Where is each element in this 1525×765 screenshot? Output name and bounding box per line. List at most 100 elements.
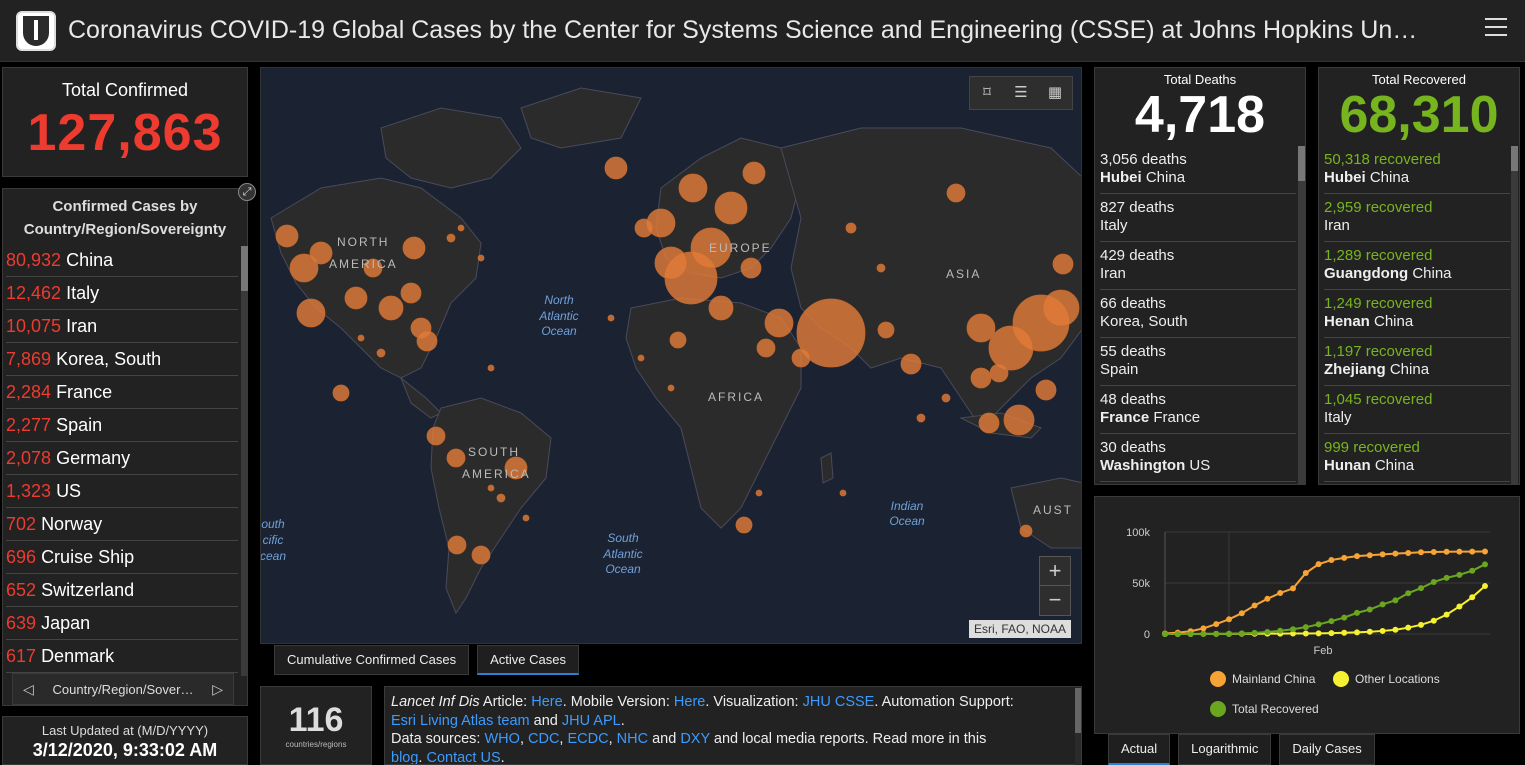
deaths-row[interactable]: 48 deaths France France — [1100, 386, 1296, 434]
tab-daily-cases[interactable]: Daily Cases — [1279, 734, 1375, 765]
recovered-row[interactable]: 50,318 recovered Hubei China — [1324, 146, 1510, 194]
list-icon[interactable]: ☰ — [1014, 84, 1028, 101]
deaths-row[interactable]: 66 deaths Korea, South — [1100, 290, 1296, 338]
deaths-place: Iran — [1100, 265, 1126, 282]
who-link[interactable]: WHO — [484, 731, 520, 747]
world-map[interactable]: NORTH AMERICA EUROPE ASIA AFRICA SOUTH A… — [261, 68, 1082, 644]
chevron-right-icon[interactable]: ▷ — [212, 680, 223, 697]
tab-actual[interactable]: Actual — [1108, 734, 1171, 765]
country-list-scrollbar[interactable] — [241, 246, 248, 676]
country-list-heading-line1: Confirmed Cases by — [52, 198, 198, 215]
map-tabs: Cumulative Confirmed Cases Active Cases — [274, 645, 587, 675]
data-point — [1341, 614, 1348, 621]
country-count: 652 — [6, 580, 37, 600]
country-row[interactable]: 12,462 Italy — [6, 277, 238, 310]
data-point — [1290, 626, 1296, 633]
nhc-link[interactable]: NHC — [616, 731, 649, 747]
bookmark-icon[interactable]: ⌑ — [983, 84, 991, 101]
recovered-row[interactable]: 1,197 recovered Zhejiang China — [1324, 338, 1510, 386]
data-point — [1264, 628, 1271, 635]
recovered-row[interactable]: 2,959 recovered Iran — [1324, 194, 1510, 242]
x-tick-label: Feb — [1314, 645, 1333, 657]
tab-logarithmic[interactable]: Logarithmic — [1178, 734, 1272, 765]
dxy-link[interactable]: DXY — [680, 731, 710, 747]
legend-label-total-recovered: Total Recovered — [1232, 702, 1319, 716]
zoom-in-button[interactable]: + — [1040, 557, 1070, 586]
recovered-scrollbar[interactable] — [1511, 146, 1518, 484]
legend-dot-orange — [1210, 671, 1226, 687]
jhu-csse-link[interactable]: JHU CSSE — [802, 694, 875, 710]
qr-code-icon[interactable]: ▦ — [1047, 84, 1063, 101]
data-point — [1379, 551, 1386, 558]
total-deaths-label: Total Deaths — [1163, 72, 1237, 87]
country-name: Spain — [56, 415, 103, 435]
country-name: Norway — [41, 514, 103, 534]
jhu-apl-link[interactable]: JHU APL — [561, 712, 621, 729]
contact-us-link[interactable]: Contact US — [426, 749, 501, 765]
deaths-row[interactable]: 429 deaths Iran — [1100, 242, 1296, 290]
recovered-row[interactable]: 999 recovered Hunan China — [1324, 434, 1510, 482]
info-scrollbar[interactable] — [1075, 688, 1081, 765]
info-period-2: . — [418, 749, 423, 765]
total-confirmed-value: 127,863 — [27, 104, 223, 162]
country-row[interactable]: 639 Japan — [6, 607, 238, 640]
lancet-here-link[interactable]: Here — [531, 694, 563, 710]
country-row[interactable]: 2,277 Spain — [6, 409, 238, 442]
country-row[interactable]: 7,869 Korea, South — [6, 343, 238, 376]
info-text-mobile: . Mobile Version: — [562, 694, 674, 710]
country-row[interactable]: 2,284 France — [6, 376, 238, 409]
country-row[interactable]: 696 Cruise Ship — [6, 541, 238, 574]
deaths-region: France — [1100, 409, 1150, 426]
country-count: 2,284 — [6, 382, 52, 402]
deaths-row[interactable]: 30 deaths Washington US — [1100, 434, 1296, 482]
label-asia: ASIA — [946, 267, 981, 281]
data-point — [1392, 626, 1399, 633]
country-row[interactable]: 10,075 Iran — [6, 310, 238, 343]
menu-icon[interactable] — [1485, 18, 1507, 38]
esri-link[interactable]: Esri Living Atlas team — [391, 712, 530, 729]
recovered-row[interactable]: 1,249 recovered Henan China — [1324, 290, 1510, 338]
ecdc-link[interactable]: ECDC — [567, 731, 609, 747]
data-point — [1315, 630, 1322, 637]
country-row[interactable]: 617 Denmark — [6, 640, 238, 673]
info-comma: , — [559, 731, 568, 747]
map[interactable]: NORTH AMERICA EUROPE ASIA AFRICA SOUTH A… — [260, 67, 1082, 644]
cdc-link[interactable]: CDC — [528, 731, 560, 747]
deaths-row[interactable]: 827 deaths Italy — [1100, 194, 1296, 242]
zoom-out-button[interactable]: − — [1048, 587, 1062, 612]
tab-active-cases[interactable]: Active Cases — [477, 645, 579, 675]
deaths-scrollbar[interactable] — [1298, 146, 1305, 484]
country-list-heading: Confirmed Cases by Country/Region/Sovere… — [3, 189, 247, 244]
last-updated-value: 3/12/2020, 9:33:02 AM — [32, 740, 218, 760]
data-point — [1430, 578, 1437, 585]
country-row[interactable]: 1,323 US — [6, 475, 238, 508]
data-point — [1354, 553, 1360, 560]
country-row[interactable]: 2,078 Germany — [6, 442, 238, 475]
recovered-row[interactable]: 1,045 recovered Italy — [1324, 386, 1510, 434]
data-point — [1482, 583, 1488, 590]
expand-icon[interactable]: ⤢ — [238, 183, 256, 201]
country-count: 12,462 — [6, 283, 62, 303]
chevron-left-icon[interactable]: ◁ — [23, 680, 34, 697]
country-row[interactable]: 702 Norway — [6, 508, 238, 541]
data-point — [1328, 618, 1335, 625]
recovered-row[interactable]: 1,289 recovered Guangdong China — [1324, 242, 1510, 290]
country-row[interactable]: 80,932 China — [6, 244, 238, 277]
tab-cumulative-confirmed-cases[interactable]: Cumulative Confirmed Cases — [274, 645, 470, 675]
legend-mainland-china: Mainland China — [1210, 671, 1315, 687]
blog-link[interactable]: blog — [391, 749, 419, 765]
country-name: France — [56, 382, 113, 402]
deaths-count: 66 deaths — [1100, 295, 1166, 312]
countries-count-panel: 116 countries/regions — [260, 686, 372, 765]
country-count: 702 — [6, 514, 37, 534]
data-point — [1405, 624, 1412, 631]
data-point — [1328, 630, 1335, 637]
country-row[interactable]: 652 Switzerland — [6, 574, 238, 607]
mobile-here-link[interactable]: Here — [673, 694, 706, 710]
data-point — [1418, 621, 1424, 628]
data-point — [1290, 585, 1296, 592]
deaths-row[interactable]: 55 deaths Spain — [1100, 338, 1296, 386]
info-panel: Lancet Inf Dis Article: Here. Mobile Ver… — [384, 686, 1082, 765]
deaths-row[interactable]: 3,056 deaths Hubei China — [1100, 146, 1296, 194]
deaths-place: China — [1141, 169, 1186, 186]
